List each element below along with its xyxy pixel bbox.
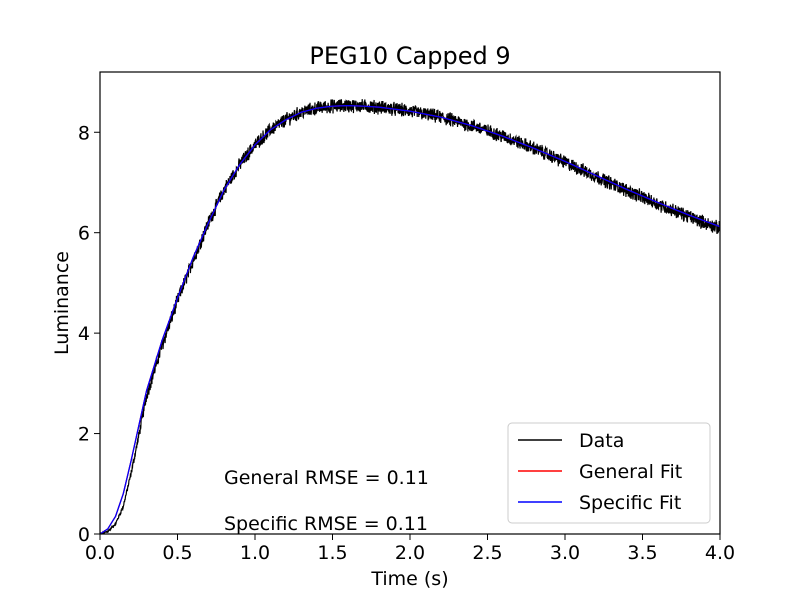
x-tick-label: 1.0 — [240, 542, 270, 564]
x-tick-label: 0.5 — [162, 542, 192, 564]
series-line-specific-fit — [100, 104, 720, 534]
x-axis-label: Time (s) — [370, 568, 448, 590]
x-tick-label: 4.0 — [705, 542, 735, 564]
x-tick-label: 2.0 — [395, 542, 425, 564]
y-tick-label: 6 — [78, 223, 90, 245]
y-axis-ticks: 0 2 4 6 8 — [78, 122, 100, 546]
legend-label: General Fit — [579, 461, 682, 483]
annotation-layer: General RMSE = 0.11 Specific RMSE = 0.11 — [224, 467, 429, 535]
series-line-data — [100, 99, 720, 534]
chart-title: PEG10 Capped 9 — [309, 42, 510, 70]
legend-items: Data General Fit Specific Fit — [518, 430, 682, 514]
y-tick-label: 2 — [78, 424, 90, 446]
rmse-annotation: Specific RMSE = 0.11 — [224, 513, 428, 535]
y-tick-label: 8 — [78, 122, 90, 144]
x-tick-label: 3.0 — [550, 542, 580, 564]
y-axis-label: Luminance — [51, 251, 73, 355]
legend-label: Data — [579, 430, 624, 452]
legend-label: Specific Fit — [579, 492, 681, 514]
y-tick-label: 0 — [78, 524, 90, 546]
x-tick-label: 2.5 — [472, 542, 502, 564]
x-axis-ticks: 0.0 0.5 1.0 1.5 2.0 2.5 3.0 3.5 4.0 — [85, 534, 735, 564]
series-layer — [100, 99, 720, 534]
x-tick-label: 3.5 — [627, 542, 657, 564]
legend-box — [507, 422, 711, 524]
rmse-annotation: General RMSE = 0.11 — [224, 467, 429, 489]
x-tick-label: 0.0 — [85, 542, 115, 564]
y-tick-label: 4 — [78, 323, 90, 345]
legend: Data General Fit Specific Fit — [507, 422, 711, 524]
x-tick-label: 1.5 — [317, 542, 347, 564]
